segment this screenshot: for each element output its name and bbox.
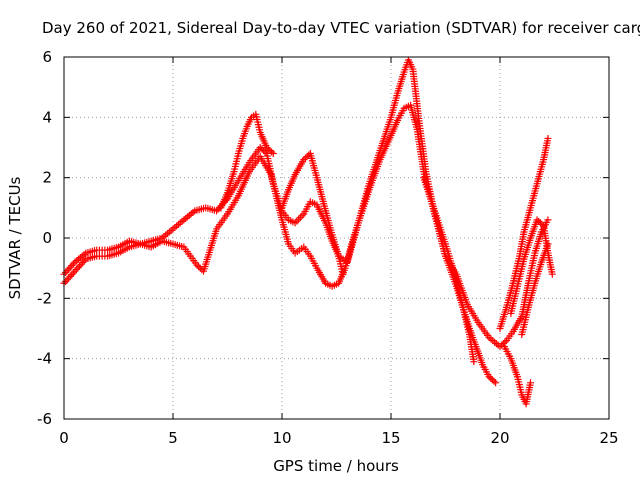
data-point — [490, 377, 498, 385]
data-point — [269, 150, 277, 158]
data-point — [538, 220, 546, 228]
data-point — [62, 278, 70, 286]
data-point — [74, 264, 82, 272]
y-tick-labels: -6 -4 -2 0 2 4 6 — [37, 48, 52, 428]
data-point — [68, 262, 76, 270]
data-point — [80, 257, 88, 265]
data-point — [63, 267, 71, 275]
data-point — [268, 148, 276, 156]
data-point — [69, 269, 77, 277]
axis-ticks — [63, 56, 610, 420]
data-point — [293, 217, 301, 225]
data-point — [536, 219, 544, 227]
data-points — [60, 56, 556, 408]
grid-lines — [64, 57, 609, 419]
data-point — [300, 156, 308, 164]
data-point — [492, 379, 500, 387]
data-point — [533, 216, 541, 224]
x-tick-label: 10 — [272, 429, 291, 447]
x-axis-label: GPS time / hours — [273, 457, 399, 475]
data-point — [487, 374, 495, 382]
data-point — [76, 262, 84, 270]
y-tick-label: 2 — [42, 169, 52, 187]
data-point — [485, 373, 493, 381]
y-tick-label: 4 — [42, 108, 52, 126]
data-point — [69, 260, 77, 268]
data-point — [63, 276, 71, 284]
data-point — [213, 207, 221, 215]
y-tick-label: 0 — [42, 229, 52, 247]
y-tick-label: -4 — [37, 350, 52, 368]
x-tick-label: 5 — [168, 429, 178, 447]
data-point — [77, 260, 85, 268]
x-tick-label: 20 — [490, 429, 509, 447]
data-point — [527, 379, 535, 387]
data-point — [196, 264, 204, 272]
x-tick-label: 25 — [599, 429, 618, 447]
x-tick-labels: 0 5 10 15 20 25 — [59, 429, 618, 447]
data-point — [544, 216, 552, 224]
y-tick-label: 6 — [42, 48, 52, 66]
y-tick-label: -2 — [37, 289, 52, 307]
data-point — [193, 261, 201, 269]
data-point — [499, 340, 507, 348]
data-point — [62, 268, 70, 276]
chart-title: Day 260 of 2021, Sidereal Day-to-day VTE… — [42, 19, 640, 37]
data-point — [488, 376, 496, 384]
data-point — [256, 144, 264, 151]
data-point — [535, 217, 543, 225]
data-point — [301, 154, 309, 162]
data-point — [65, 265, 73, 273]
data-point — [68, 271, 76, 279]
data-point — [296, 213, 304, 221]
x-tick-label: 0 — [59, 429, 69, 447]
data-point — [261, 148, 269, 156]
data-point — [259, 147, 267, 155]
data-point — [263, 144, 271, 151]
data-point — [548, 270, 556, 278]
data-point — [264, 145, 272, 153]
x-tick-label: 15 — [381, 429, 400, 447]
data-point — [65, 274, 73, 282]
data-point — [195, 263, 203, 271]
data-point — [72, 265, 80, 273]
y-axis-label: SDTVAR / TECUs — [6, 176, 24, 299]
y-tick-label: -6 — [37, 410, 52, 428]
data-point — [544, 134, 552, 142]
data-point — [303, 153, 311, 161]
data-point — [298, 212, 306, 220]
data-point — [266, 147, 274, 155]
data-point — [66, 263, 74, 271]
data-point — [71, 267, 79, 275]
data-point — [66, 272, 74, 280]
data-point — [79, 259, 87, 267]
data-point — [258, 145, 266, 153]
data-point — [470, 358, 478, 366]
